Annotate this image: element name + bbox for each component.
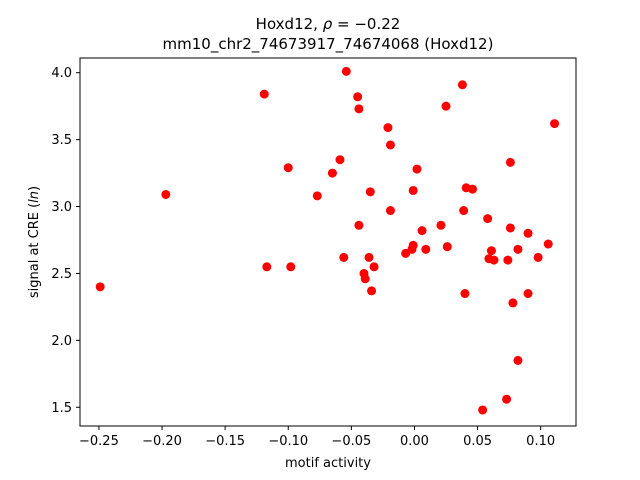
data-point-14 [354,220,364,230]
data-point-8 [327,168,337,178]
data-point-36 [460,289,470,299]
data-points [95,66,560,415]
data-point-42 [486,246,496,256]
x-tick-label-2: −0.20 [142,434,182,449]
data-point-19 [367,286,377,296]
data-point-23 [385,206,395,216]
chart-title-rho-value: = −0.22 [332,15,400,33]
data-point-45 [503,255,513,265]
y-tick-label-4: 3.0 [51,200,72,215]
data-point-27 [408,240,418,250]
data-point-49 [513,355,523,365]
x-tick-label-4: −0.10 [268,434,308,449]
data-point-30 [421,244,431,254]
x-tick-label-8: 0.10 [526,434,555,449]
plot-frame [79,57,577,427]
data-point-1 [95,282,105,292]
y-tick-label-3: 2.5 [51,267,72,282]
data-point-48 [508,298,518,308]
data-point-17 [364,252,374,262]
data-point-40 [483,214,493,224]
data-point-33 [442,242,452,252]
data-point-53 [533,252,543,262]
data-point-18 [365,187,375,197]
data-point-20 [369,262,379,272]
data-point-4 [262,262,272,272]
data-point-44 [502,394,512,404]
chart-title-gene: Hoxd12, [256,15,323,33]
x-tick-label-3: −0.15 [205,434,245,449]
data-point-21 [383,123,393,133]
data-point-47 [505,223,515,233]
data-point-32 [441,101,451,111]
data-point-11 [341,66,351,76]
data-point-31 [436,220,446,230]
data-point-3 [259,89,269,99]
y-axis-label: signal at CRE (ln) [27,186,42,298]
y-tick-label-1: 1.5 [51,401,72,416]
data-point-34 [457,80,467,90]
y-tick-label-5: 3.5 [51,133,72,148]
data-point-12 [353,92,363,102]
chart-title-line1: Hoxd12, ρ = −0.22 [256,15,401,33]
data-point-35 [459,206,469,216]
y-axis-label-prefix: signal at CRE ( [27,203,42,298]
data-point-46 [505,157,515,167]
y-axis-label-suffix: ) [27,186,42,191]
data-point-10 [339,252,349,262]
data-point-38 [468,184,478,194]
y-tick-label-2: 2.0 [51,334,72,349]
x-axis: −0.25 −0.20 −0.15 −0.10 −0.05 0.00 0.05 0.10 [79,426,555,449]
data-point-6 [286,262,296,272]
data-point-26 [408,185,418,195]
data-point-55 [550,119,560,129]
x-tick-label-6: 0.00 [400,434,429,449]
data-point-52 [523,289,533,299]
x-tick-label-1: −0.25 [79,434,119,449]
x-tick-label-5: −0.05 [331,434,371,449]
data-point-29 [417,226,427,236]
data-point-7 [312,191,322,201]
x-axis-label: motif activity [285,456,371,471]
chart-title-rho-symbol: ρ [323,15,333,33]
data-point-39 [478,405,488,415]
data-point-54 [543,239,553,249]
data-point-2 [161,189,171,199]
data-point-9 [335,155,345,165]
y-axis-label-italic: ln [27,191,42,203]
data-point-50 [513,244,523,254]
chart-title-line2: mm10_chr2_74673917_74674068 (Hoxd12) [163,35,494,54]
y-axis: 1.5 2.0 2.5 3.0 3.5 4.0 [51,66,80,416]
x-tick-label-7: 0.05 [463,434,492,449]
data-point-16 [360,274,370,284]
data-point-5 [283,163,293,173]
data-point-13 [354,104,364,114]
data-point-51 [523,228,533,238]
data-point-28 [412,164,422,174]
y-tick-label-6: 4.0 [51,66,72,81]
data-point-22 [385,140,395,150]
data-point-43 [489,255,499,265]
